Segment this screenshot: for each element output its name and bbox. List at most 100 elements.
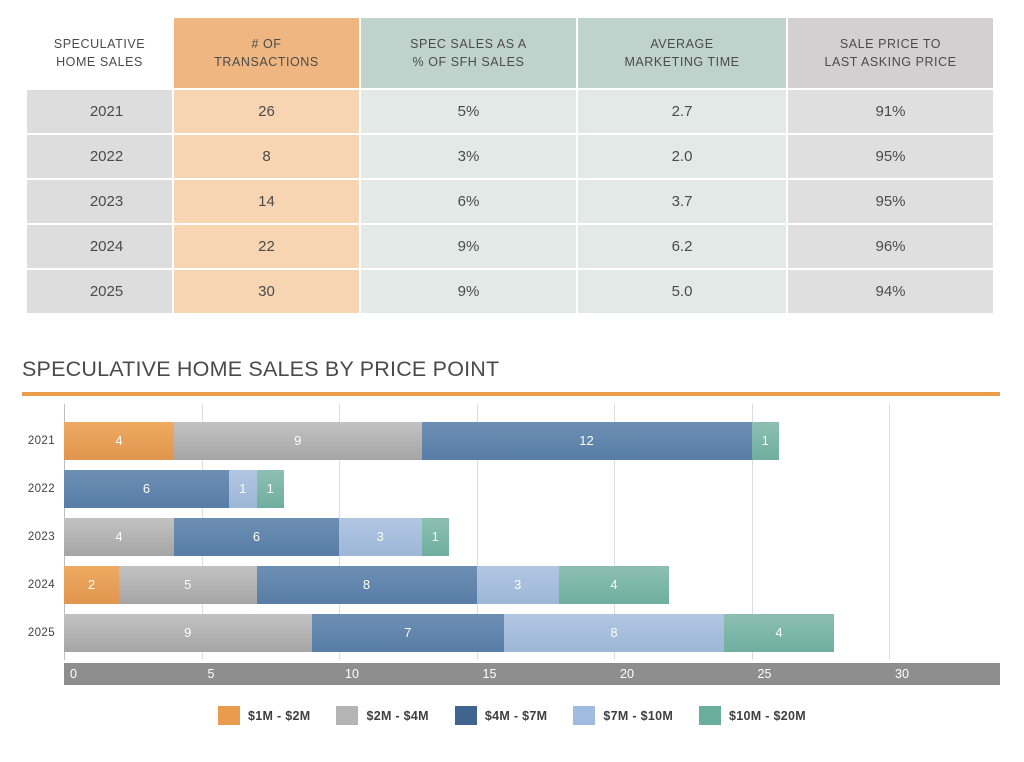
cell-sale-to-ask: 94% (788, 270, 993, 313)
bar-segment-2021-10M-20M[interactable]: 1 (751, 422, 779, 460)
y-axis-label-2025: 2025 (27, 627, 55, 639)
bar-segment-2024-7M-10M[interactable]: 3 (476, 566, 559, 604)
cell-year: 2024 (27, 225, 172, 268)
legend-swatch-icon (573, 706, 596, 725)
bar-segment-2024-1M-2M[interactable]: 2 (64, 566, 119, 604)
cell-transactions: 8 (174, 135, 359, 178)
column-header-speculative-home-sales: SPECULATIVE HOME SALES (27, 18, 172, 88)
legend-item-4M-7M[interactable]: $4M - $7M (454, 706, 548, 725)
header-line-2: % OF SFH SALES (412, 55, 525, 69)
table-row: 2021 26 5% 2.7 91% (27, 90, 993, 133)
cell-transactions: 22 (174, 225, 359, 268)
bar-segment-2022-4M-7M[interactable]: 6 (64, 470, 229, 508)
cell-avg-marketing-time: 6.2 (578, 225, 786, 268)
bar-segment-2021-4M-7M[interactable]: 12 (421, 422, 752, 460)
x-tick-0: 0 (70, 667, 77, 681)
y-axis-label-2022: 2022 (27, 483, 55, 495)
x-tick-15: 15 (482, 667, 497, 681)
table-row: 2025 30 9% 5.0 94% (27, 270, 993, 313)
cell-year: 2021 (27, 90, 172, 133)
bar-segment-2025-7M-10M[interactable]: 8 (504, 614, 724, 652)
header-line-2: TRANSACTIONS (214, 55, 319, 69)
cell-sale-to-ask: 95% (788, 135, 993, 178)
column-header-sale-price-to-last-asking: SALE PRICE TO LAST ASKING PRICE (788, 18, 993, 88)
chart-legend: $1M - $2M $2M - $4M $4M - $7M $7M - $10M $10… (0, 706, 1024, 725)
bar-segment-2022-7M-10M[interactable]: 1 (229, 470, 257, 508)
bar-segment-2022-10M-20M[interactable]: 1 (256, 470, 284, 508)
cell-year: 2022 (27, 135, 172, 178)
cell-spec-pct: 9% (361, 225, 576, 268)
chart-title: SPECULATIVE HOME SALES BY PRICE POINT (22, 357, 500, 381)
cell-transactions: 26 (174, 90, 359, 133)
legend-item-10M-20M[interactable]: $10M - $20M (699, 706, 806, 725)
column-header-spec-sales-pct: SPEC SALES AS A % OF SFH SALES (361, 18, 576, 88)
cell-avg-marketing-time: 5.0 (578, 270, 786, 313)
table-body: 2021 26 5% 2.7 91% 2022 8 3% 2.0 95% 202… (27, 90, 993, 313)
bar-segment-2025-4M-7M[interactable]: 7 (311, 614, 504, 652)
legend-item-7M-10M[interactable]: $7M - $10M (573, 706, 673, 725)
table-row: 2022 8 3% 2.0 95% (27, 135, 993, 178)
legend-label: $2M - $4M (366, 708, 429, 723)
bar-row-2021: 2021 4 9 12 1 (0, 422, 1024, 460)
cell-year: 2025 (27, 270, 172, 313)
gridline-15 (476, 404, 478, 660)
legend-item-1M-2M[interactable]: $1M - $2M (217, 706, 311, 725)
bar-segment-2024-10M-20M[interactable]: 4 (559, 566, 669, 604)
bar-segment-2021-2M-4M[interactable]: 9 (174, 422, 422, 460)
bar-segment-2023-4M-7M[interactable]: 6 (174, 518, 339, 556)
legend-swatch-icon (217, 706, 240, 725)
bar-segment-2023-2M-4M[interactable]: 4 (64, 518, 174, 556)
legend-label: $1M - $2M (247, 708, 311, 723)
cell-avg-marketing-time: 3.7 (578, 180, 786, 223)
y-axis-label-2021: 2021 (27, 435, 55, 447)
header-line-2: LAST ASKING PRICE (824, 55, 957, 69)
header-line-2: MARKETING TIME (624, 55, 740, 69)
gridline-30 (889, 404, 890, 660)
bar-row-2023: 2023 4 6 3 1 (0, 518, 1024, 556)
cell-sale-to-ask: 95% (788, 180, 993, 223)
x-tick-5: 5 (207, 667, 215, 681)
legend-label: $4M - $7M (484, 708, 548, 723)
cell-spec-pct: 6% (361, 180, 576, 223)
bar-row-2022: 2022 6 1 1 (0, 470, 1024, 508)
table-row: 2023 14 6% 3.7 95% (27, 180, 993, 223)
bar-row-2024: 2024 2 5 8 3 4 (0, 566, 1024, 604)
legend-swatch-icon (454, 706, 477, 725)
stacked-bar-chart-plot-area: 2021 4 9 12 1 2022 6 1 1 2023 4 6 3 1 2024 2 5 8 3 4 2025 9 7 8… (0, 400, 1024, 700)
column-header-transactions: # OF TRANSACTIONS (174, 18, 359, 88)
bar-segment-2025-10M-20M[interactable]: 4 (724, 614, 834, 652)
cell-avg-marketing-time: 2.0 (578, 135, 786, 178)
bar-segment-2023-7M-10M[interactable]: 3 (339, 518, 422, 556)
title-underline-rule (22, 392, 1000, 396)
bar-segment-2023-10M-20M[interactable]: 1 (421, 518, 449, 556)
table-header-row: SPECULATIVE HOME SALES # OF TRANSACTIONS… (27, 18, 993, 88)
column-header-average-marketing-time: AVERAGE MARKETING TIME (578, 18, 786, 88)
cell-year: 2023 (27, 180, 172, 223)
header-line-1: SPECULATIVE (53, 36, 146, 51)
y-axis-label-2023: 2023 (27, 531, 55, 543)
x-tick-30: 30 (895, 667, 909, 681)
cell-sale-to-ask: 96% (788, 225, 993, 268)
bar-segment-2024-2M-4M[interactable]: 5 (119, 566, 257, 604)
legend-item-2M-4M[interactable]: $2M - $4M (336, 706, 429, 725)
gridline-20 (614, 404, 615, 660)
legend-label: $10M - $20M (729, 708, 806, 723)
bar-segment-2024-4M-7M[interactable]: 8 (256, 566, 477, 604)
legend-swatch-icon (336, 706, 359, 725)
y-axis-label-2024: 2024 (27, 579, 55, 591)
table-header: SPECULATIVE HOME SALES # OF TRANSACTIONS… (27, 18, 993, 88)
header-line-1: AVERAGE (650, 36, 714, 51)
cell-transactions: 30 (174, 270, 359, 313)
gridline-25 (751, 404, 753, 660)
bar-row-2025: 2025 9 7 8 4 (0, 614, 1024, 652)
header-line-1: SALE PRICE TO (839, 36, 942, 51)
bar-segment-2021-1M-2M[interactable]: 4 (64, 422, 174, 460)
x-axis-band (64, 663, 1000, 685)
cell-transactions: 14 (174, 180, 359, 223)
header-line-1: SPEC SALES AS A (410, 36, 527, 51)
speculative-home-sales-table-container: SPECULATIVE HOME SALES # OF TRANSACTIONS… (25, 16, 993, 315)
bar-segment-2025-2M-4M[interactable]: 9 (64, 614, 312, 652)
header-line-2: HOME SALES (56, 55, 143, 69)
speculative-home-sales-table: SPECULATIVE HOME SALES # OF TRANSACTIONS… (25, 16, 995, 315)
